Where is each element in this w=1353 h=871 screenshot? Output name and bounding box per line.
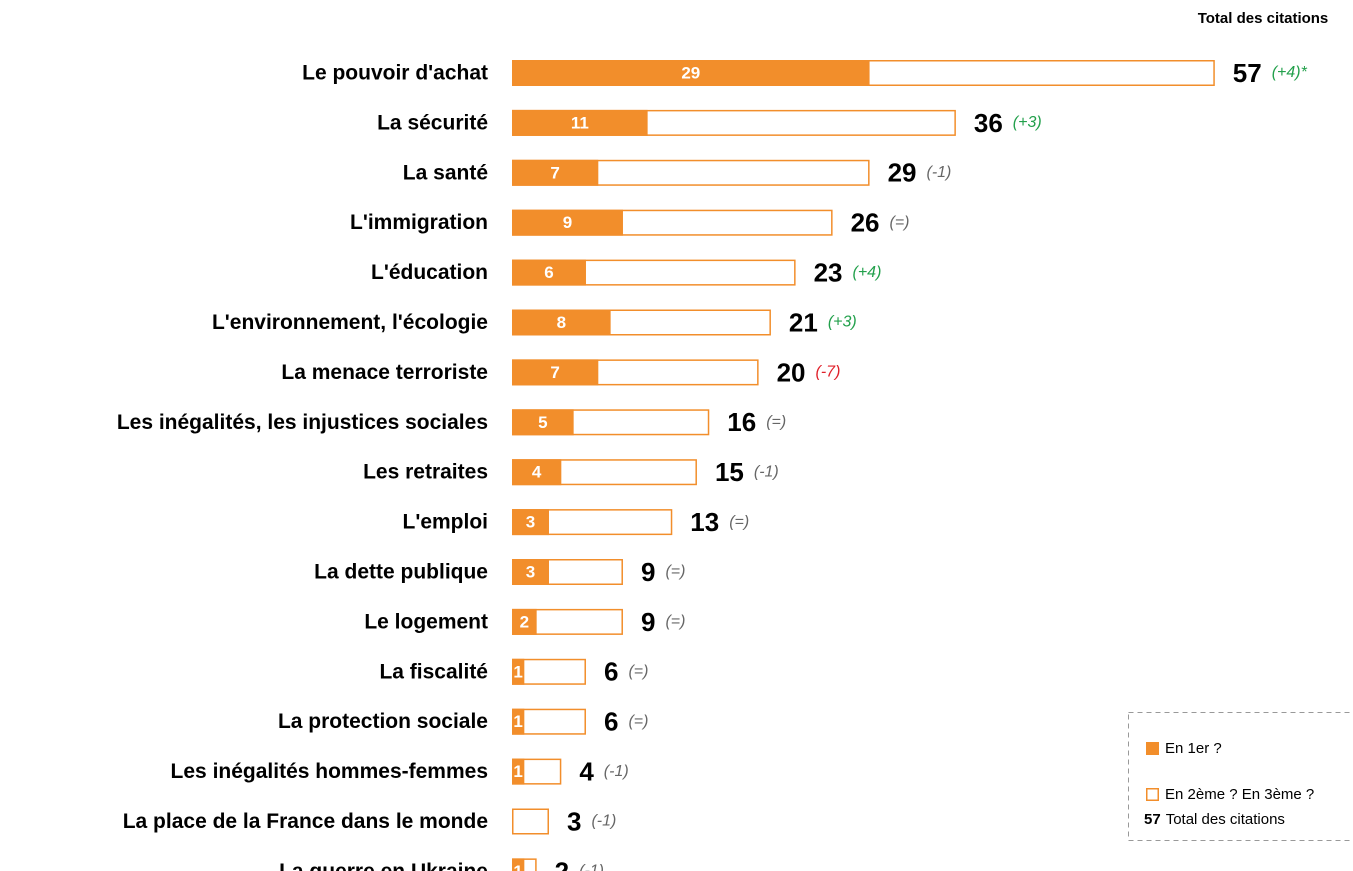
- first-value-label: 6: [544, 263, 553, 282]
- first-value-label: 7: [550, 363, 559, 382]
- change-label: (=): [766, 414, 786, 431]
- first-value-label: 1: [513, 712, 522, 731]
- first-value-label: 1: [513, 862, 522, 871]
- change-label: (-1): [591, 813, 616, 830]
- first-bar: [512, 858, 525, 871]
- category-label: L'éducation: [371, 261, 488, 284]
- first-bar: [512, 60, 870, 86]
- category-label: Les inégalités, les injustices sociales: [117, 411, 488, 434]
- category-label: La guerre en Ukraine: [279, 860, 488, 871]
- first-value-label: 9: [563, 213, 572, 232]
- category-label: Le pouvoir d'achat: [302, 62, 488, 85]
- legend-swatch: [1146, 788, 1159, 801]
- category-label: L'environnement, l'écologie: [212, 311, 488, 334]
- first-value-label: 4: [532, 463, 542, 482]
- first-bar: [512, 309, 611, 336]
- category-label: L'immigration: [350, 211, 488, 234]
- first-bar: [512, 409, 574, 436]
- total-bar: [512, 808, 549, 835]
- category-label: La place de la France dans le monde: [123, 810, 488, 833]
- total-label: 9: [641, 557, 655, 587]
- first-bar: [512, 259, 586, 286]
- category-label: La dette publique: [314, 561, 488, 584]
- category-label: L'emploi: [403, 511, 489, 534]
- first-value-label: 1: [513, 662, 522, 681]
- first-bar: [512, 758, 525, 785]
- total-label: 3: [567, 806, 581, 836]
- change-label: (-1): [926, 164, 951, 181]
- change-label: (-1): [754, 463, 779, 480]
- legend-label: En 2ème ? En 3ème ?: [1165, 786, 1314, 803]
- total-label: 6: [604, 707, 618, 737]
- legend-label: En 1er ?: [1165, 740, 1222, 757]
- legend-swatch: [1146, 742, 1159, 755]
- change-label: (-1): [579, 863, 604, 871]
- change-label: (+3): [828, 314, 857, 331]
- first-bar: [512, 209, 623, 236]
- total-label: 13: [690, 507, 719, 537]
- first-value-label: 7: [550, 163, 559, 182]
- first-bar: [512, 459, 562, 486]
- first-bar: [512, 159, 599, 186]
- change-label: (+4)*: [1272, 64, 1308, 81]
- total-label: 23: [814, 257, 843, 287]
- total-label: 9: [641, 607, 655, 637]
- total-label: 6: [604, 657, 618, 687]
- first-bar: [512, 658, 525, 685]
- category-label: La fiscalité: [379, 660, 488, 683]
- change-label: (+3): [1013, 114, 1042, 131]
- total-label: 26: [851, 208, 880, 238]
- change-label: (+4): [853, 264, 882, 281]
- first-value-label: 8: [557, 313, 566, 332]
- first-bar: [512, 559, 549, 585]
- first-value-label: 11: [571, 113, 589, 132]
- total-label: 29: [888, 158, 917, 188]
- first-bar: [512, 109, 648, 136]
- first-value-label: 29: [681, 63, 700, 82]
- category-label: La santé: [403, 161, 488, 184]
- first-value-label: 2: [520, 612, 529, 631]
- category-label: La menace terroriste: [281, 361, 488, 384]
- category-label: Les inégalités hommes-femmes: [171, 760, 488, 783]
- change-label: (=): [890, 214, 910, 231]
- first-value-label: 5: [538, 413, 547, 432]
- total-header: Total des citations: [1198, 10, 1329, 27]
- change-label: (=): [628, 663, 648, 680]
- first-value-label: 3: [526, 513, 535, 532]
- total-label: 16: [727, 407, 756, 437]
- first-bar: [512, 509, 549, 536]
- first-bar: [512, 359, 599, 386]
- total-label: 20: [777, 357, 806, 387]
- category-label: La sécurité: [377, 111, 488, 134]
- first-bar: [512, 708, 525, 735]
- total-label: 2: [555, 856, 569, 871]
- change-label: (=): [729, 513, 749, 530]
- change-label: (=): [665, 563, 685, 580]
- first-value-label: 1: [513, 762, 522, 781]
- category-label: La protection sociale: [278, 710, 488, 733]
- first-bar: [512, 608, 537, 635]
- legend-total-value: 57: [1144, 811, 1161, 828]
- change-label: (=): [665, 613, 685, 630]
- legend-box: [1128, 712, 1353, 841]
- total-label: 4: [579, 756, 594, 786]
- legend-label: Total des citations: [1166, 811, 1285, 828]
- total-label: 21: [789, 307, 818, 337]
- category-label: Les retraites: [363, 461, 488, 484]
- category-label: Le logement: [364, 610, 488, 633]
- change-label: (-1): [604, 763, 629, 780]
- first-value-label: 3: [526, 562, 535, 581]
- change-label: (=): [628, 713, 648, 730]
- total-label: 57: [1233, 58, 1262, 88]
- change-label: (-7): [816, 364, 841, 381]
- total-label: 15: [715, 457, 744, 487]
- total-label: 36: [974, 108, 1003, 138]
